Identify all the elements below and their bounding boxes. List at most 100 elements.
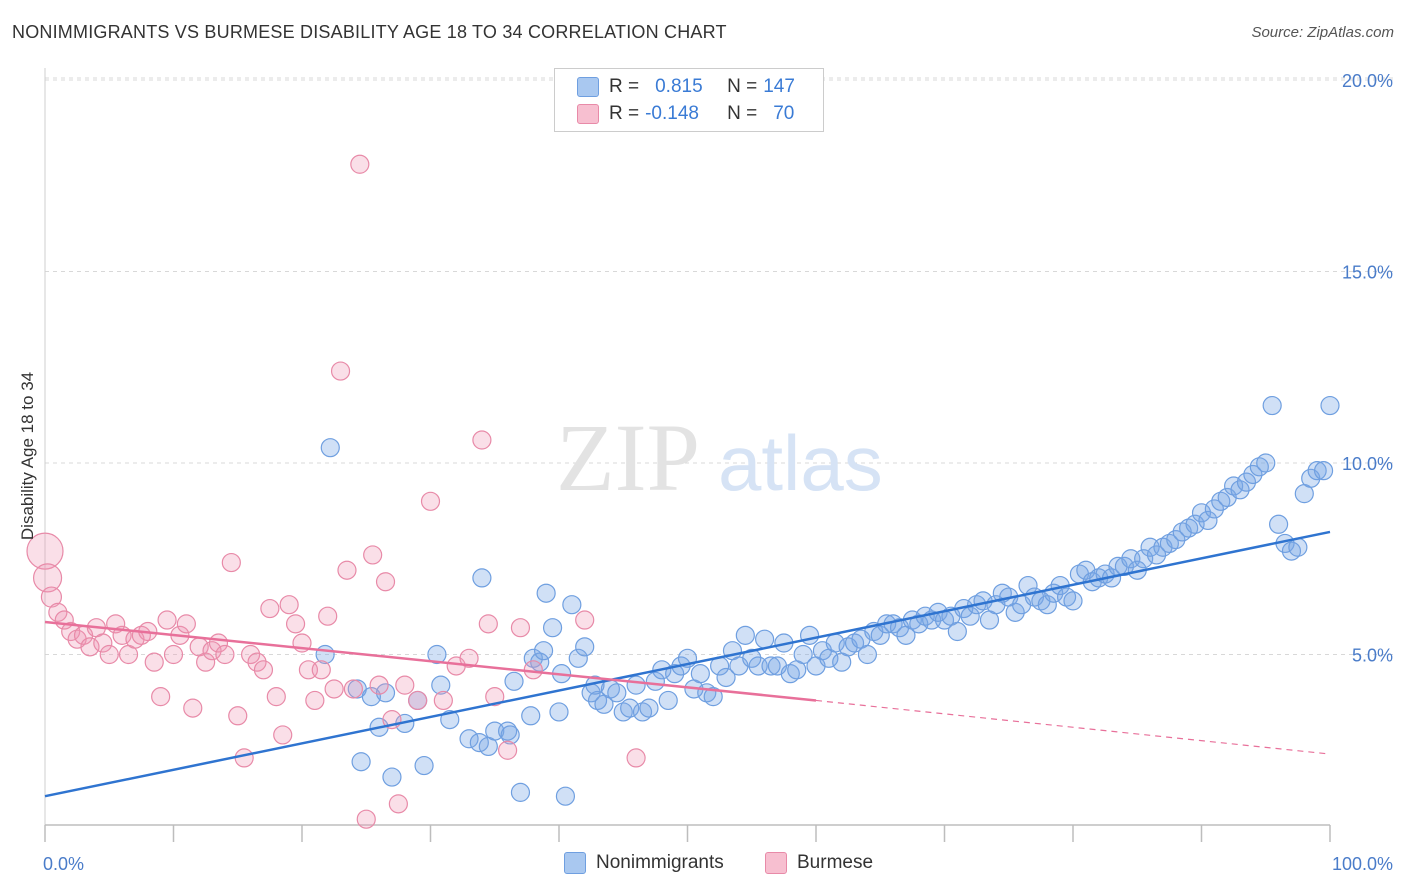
burmese-point <box>93 633 113 653</box>
nonimmigrants-point <box>351 752 371 772</box>
burmese-point <box>26 532 64 570</box>
series-points <box>26 154 1340 829</box>
burmese-point <box>472 430 492 450</box>
burmese-point <box>343 679 363 699</box>
burmese-point <box>350 154 370 174</box>
grid-lines <box>45 77 1395 655</box>
bottom-legend-swatch-blue <box>564 852 586 874</box>
nonimmigrants-point <box>504 671 524 691</box>
y-tick-label: 20.0% <box>1342 71 1393 91</box>
burmese-point <box>234 748 254 768</box>
x-tick-label-left: 0.0% <box>43 854 84 874</box>
nonimmigrants-point <box>568 648 588 668</box>
bottom-legend-swatch-pink <box>765 852 787 874</box>
nonimmigrants-point <box>575 637 595 657</box>
burmese-point <box>157 610 177 630</box>
burmese-point <box>330 361 351 381</box>
legend-r-value: 0.815 <box>655 76 703 97</box>
nonimmigrants-point <box>1185 514 1205 534</box>
nonimmigrants-point <box>549 702 569 722</box>
legend: R = 0.815 N = 147 R = -0.148 N = 70 <box>554 68 824 132</box>
burmese-point <box>48 602 68 622</box>
burmese-point <box>99 644 119 665</box>
burmese-point <box>375 572 396 592</box>
nonimmigrants-point <box>431 675 451 695</box>
burmese-point <box>241 644 261 665</box>
burmese-point <box>196 652 216 672</box>
burmese-trend-line <box>44 620 817 702</box>
legend-swatch-pink <box>577 104 599 124</box>
nonimmigrants-point <box>716 667 736 688</box>
burmese-point <box>510 618 531 638</box>
bottom-legend-burmese: Burmese <box>765 852 873 874</box>
nonimmigrants-point <box>1037 595 1057 615</box>
axes <box>44 68 1331 842</box>
nonimmigrants-point <box>521 706 541 726</box>
chart-source: Source: ZipAtlas.com <box>1251 24 1394 41</box>
burmese-point <box>485 687 505 707</box>
burmese-point <box>40 586 63 608</box>
burmese-point <box>311 660 331 680</box>
burmese-point <box>363 545 383 565</box>
nonimmigrants-point <box>1236 472 1257 492</box>
burmese-point <box>459 648 479 668</box>
nonimmigrants-point <box>1198 510 1218 531</box>
nonimmigrants-point <box>1063 591 1083 611</box>
burmese-point <box>80 637 100 657</box>
burmese-point <box>337 560 357 580</box>
nonimmigrants-point <box>626 675 646 695</box>
burmese-point <box>324 679 344 699</box>
legend-row-burmese: R = -0.148 N = 70 <box>577 101 794 127</box>
y-axis-label: Disability Age 18 to 34 <box>18 372 37 540</box>
nonimmigrants-point <box>459 729 479 749</box>
nonimmigrants-point <box>909 614 929 634</box>
burmese-trend-line-dashed <box>815 699 1331 755</box>
legend-n-label: N = <box>727 76 758 97</box>
burmese-point <box>247 652 267 672</box>
burmese-point <box>369 675 389 695</box>
nonimmigrants-point <box>1191 503 1212 523</box>
burmese-point <box>318 606 338 626</box>
burmese-point <box>32 563 63 593</box>
legend-n-value: 70 <box>773 103 795 124</box>
nonimmigrants-point <box>555 786 576 806</box>
nonimmigrants-point <box>536 583 556 603</box>
burmese-point <box>151 687 171 707</box>
burmese-point <box>273 725 293 745</box>
nonimmigrants-point <box>1005 602 1025 622</box>
nonimmigrants-point <box>857 644 878 665</box>
nonimmigrants-point <box>1166 529 1186 550</box>
legend-row-nonimmigrants: R = 0.815 N = 147 <box>577 74 795 100</box>
burmese-point <box>215 644 235 665</box>
nonimmigrants-point <box>607 683 627 703</box>
burmese-point <box>388 794 408 814</box>
nonimmigrants-trend-line <box>44 530 1331 798</box>
nonimmigrants-point <box>375 683 396 703</box>
nonimmigrants-point <box>658 690 678 711</box>
nonimmigrants-point <box>542 618 563 638</box>
nonimmigrants-point <box>1243 464 1263 485</box>
burmese-point <box>61 621 81 642</box>
burmese-point <box>144 652 164 672</box>
nonimmigrants-point <box>1134 549 1154 569</box>
chart-title: NONIMMIGRANTS VS BURMESE DISABILITY AGE … <box>12 22 727 42</box>
burmese-point <box>202 641 222 661</box>
nonimmigrants-point <box>742 648 762 668</box>
legend-n-label: N = <box>727 103 758 124</box>
nonimmigrants-point <box>690 664 710 684</box>
burmese-point <box>176 614 196 634</box>
nonimmigrants-point <box>510 782 531 802</box>
nonimmigrants-point <box>793 644 813 665</box>
watermark-zip: ZIP <box>556 404 700 511</box>
nonimmigrants-point <box>427 644 447 665</box>
nonimmigrants-point <box>1320 395 1340 416</box>
y-tick-label: 10.0% <box>1342 454 1393 474</box>
burmese-point <box>279 595 299 615</box>
burmese-point <box>221 552 241 573</box>
nonimmigrants-point <box>472 568 492 588</box>
nonimmigrants-point <box>1204 499 1224 519</box>
bottom-legend-label: Nonimmigrants <box>596 852 724 873</box>
burmese-point <box>408 690 428 711</box>
nonimmigrants-point <box>414 755 434 776</box>
